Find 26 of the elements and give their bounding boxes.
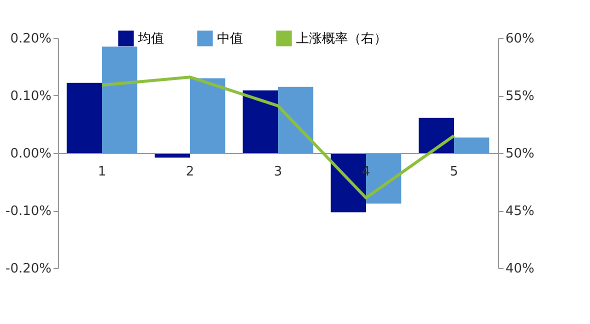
x-tick-label: 4 [362, 164, 370, 180]
bar [454, 137, 490, 153]
bar [418, 118, 454, 153]
y-tick-label: 0.10% [10, 89, 52, 104]
legend-label: 上涨概率（右） [296, 30, 387, 46]
y2-tick-label: 50% [506, 146, 534, 162]
line-series [100, 76, 456, 200]
legend-label: 均值 [137, 31, 164, 46]
y2-tick-label: 60% [506, 32, 534, 46]
y2-tick-label: 55% [506, 89, 534, 104]
y-tick-label: -0.20% [6, 262, 52, 276]
y-tick-label: 0.00% [10, 146, 52, 162]
y2-tick-label: 40% [506, 262, 534, 276]
y-tick-label: 0.20% [10, 32, 52, 46]
bar [66, 82, 102, 153]
bar [102, 46, 138, 153]
bar [242, 90, 278, 153]
x-tick-label: 3 [274, 164, 282, 180]
bar [278, 86, 314, 153]
x-tick-label: 5 [450, 164, 458, 180]
x-tick-label: 1 [98, 164, 106, 180]
x-tick-label: 2 [186, 164, 194, 180]
y2-tick-label: 45% [506, 204, 534, 219]
bar [190, 78, 226, 153]
legend-label: 中值 [217, 31, 243, 46]
y-tick-label: -0.10% [6, 204, 52, 219]
